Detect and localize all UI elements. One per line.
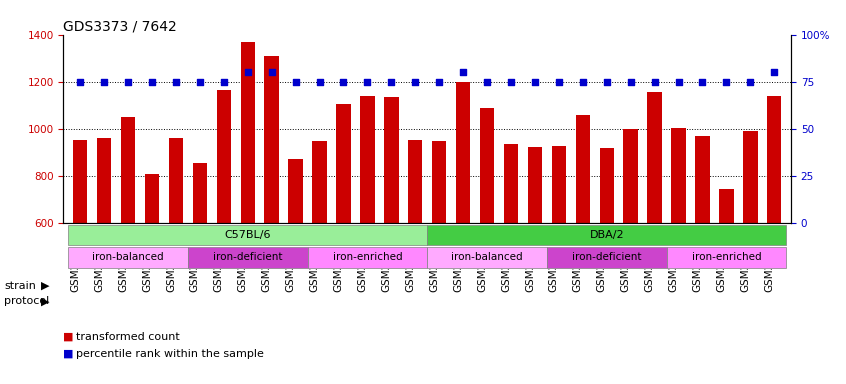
Bar [312, 141, 327, 365]
Text: strain: strain [4, 281, 36, 291]
Bar [69, 225, 427, 245]
Bar [408, 140, 422, 365]
Text: iron-balanced: iron-balanced [92, 252, 164, 263]
Point [648, 79, 662, 85]
Text: percentile rank within the sample: percentile rank within the sample [76, 349, 264, 359]
Point [217, 79, 231, 85]
Point [720, 79, 733, 85]
Text: ■: ■ [63, 349, 78, 359]
Bar [168, 139, 183, 365]
Point [695, 79, 709, 85]
Text: iron-enriched: iron-enriched [332, 252, 402, 263]
Bar [456, 82, 470, 365]
Bar [145, 174, 159, 365]
Bar [308, 247, 427, 268]
Point [456, 69, 470, 75]
Bar [384, 97, 398, 365]
Point [360, 79, 374, 85]
Bar [336, 104, 350, 365]
Text: iron-deficient: iron-deficient [213, 252, 283, 263]
Point [600, 79, 613, 85]
Text: ▶: ▶ [41, 281, 49, 291]
Point [193, 79, 206, 85]
Text: C57BL/6: C57BL/6 [224, 230, 271, 240]
Text: transformed count: transformed count [76, 332, 180, 342]
Point [146, 79, 159, 85]
Text: ▶: ▶ [41, 296, 49, 306]
Text: GDS3373 / 7642: GDS3373 / 7642 [63, 20, 177, 33]
Bar [427, 247, 547, 268]
Bar [504, 144, 518, 365]
Bar [193, 163, 207, 365]
Point [504, 79, 518, 85]
Point [313, 79, 327, 85]
Point [672, 79, 685, 85]
Bar [69, 247, 188, 268]
Point [409, 79, 422, 85]
Bar [575, 115, 590, 365]
Point [241, 69, 255, 75]
Bar [265, 56, 279, 365]
Bar [240, 41, 255, 365]
Text: DBA/2: DBA/2 [590, 230, 624, 240]
Bar [600, 148, 614, 365]
Bar [552, 146, 566, 365]
Point [385, 79, 398, 85]
Point [744, 79, 757, 85]
Bar [360, 96, 375, 365]
Point [576, 79, 590, 85]
Bar [188, 247, 308, 268]
Bar [743, 131, 757, 365]
Point [74, 79, 87, 85]
Bar [695, 136, 710, 365]
Bar [480, 108, 494, 365]
Point [97, 79, 111, 85]
Bar [73, 140, 87, 365]
Point [121, 79, 135, 85]
Point [481, 79, 494, 85]
Text: protocol: protocol [4, 296, 49, 306]
Point [337, 79, 350, 85]
Bar [547, 247, 667, 268]
Point [265, 69, 278, 75]
Bar [97, 139, 112, 365]
Bar [217, 90, 231, 365]
Bar [767, 96, 782, 365]
Point [767, 69, 781, 75]
Bar [719, 189, 733, 365]
Bar [288, 159, 303, 365]
Text: iron-enriched: iron-enriched [691, 252, 761, 263]
Point [528, 79, 541, 85]
Text: iron-deficient: iron-deficient [572, 252, 641, 263]
Bar [432, 141, 447, 365]
Point [624, 79, 637, 85]
Point [432, 79, 446, 85]
Text: ■: ■ [63, 332, 78, 342]
Bar [672, 128, 686, 365]
Point [552, 79, 566, 85]
Text: iron-balanced: iron-balanced [451, 252, 523, 263]
Bar [528, 147, 542, 365]
Bar [624, 129, 638, 365]
Bar [647, 93, 662, 365]
Bar [121, 117, 135, 365]
Bar [667, 247, 786, 268]
Bar [427, 225, 786, 245]
Point [288, 79, 302, 85]
Point [169, 79, 183, 85]
